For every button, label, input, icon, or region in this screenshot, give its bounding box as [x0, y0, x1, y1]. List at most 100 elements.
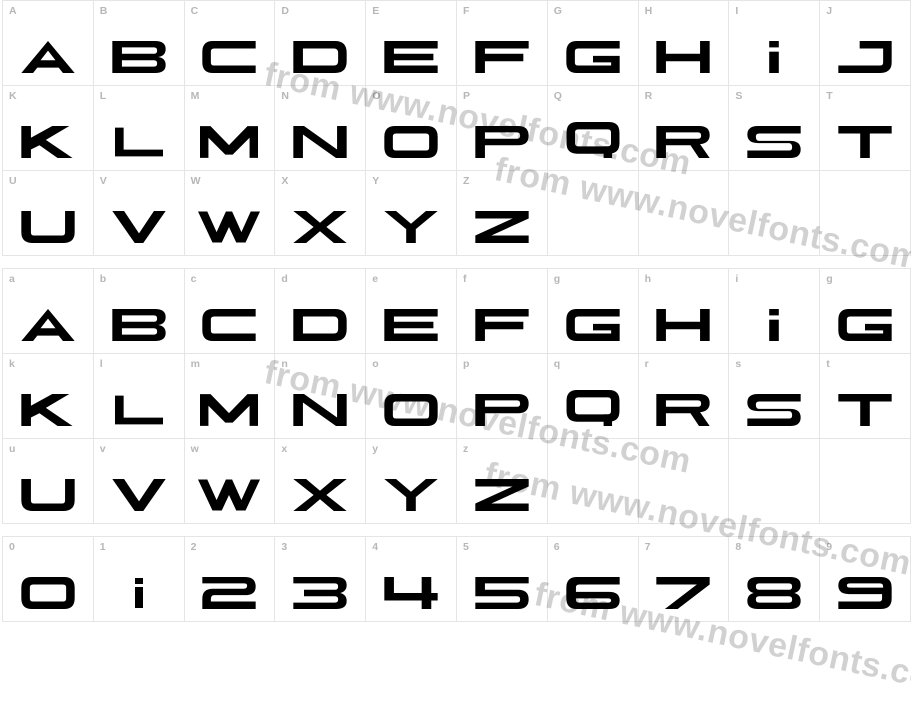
glyph-J	[820, 1, 910, 85]
glyph-3	[275, 537, 365, 621]
glyph-cell: G	[548, 1, 639, 86]
glyph-cell: s	[729, 354, 820, 439]
glyph-cell: J	[820, 1, 911, 86]
glyph-cell: 6	[548, 537, 639, 622]
glyph-cell: R	[639, 86, 730, 171]
glyph-F	[457, 269, 547, 353]
glyph-R	[639, 86, 729, 170]
glyph-Q	[548, 354, 638, 438]
glyph-cell: X	[275, 171, 366, 256]
glyph-cell: t	[820, 354, 911, 439]
glyph-L	[94, 86, 184, 170]
glyph-T	[820, 86, 910, 170]
glyph-G	[548, 269, 638, 353]
glyph-cell: B	[94, 1, 185, 86]
glyph-P	[457, 354, 547, 438]
glyph-Z	[457, 171, 547, 255]
glyph-cell: 0	[3, 537, 94, 622]
glyph-K	[3, 86, 93, 170]
glyph-cell: V	[94, 171, 185, 256]
glyph-cell: I	[729, 1, 820, 86]
glyph-5	[457, 537, 547, 621]
glyph-cell: a	[3, 269, 94, 354]
glyph-cell: 3	[275, 537, 366, 622]
glyph-cell: 9	[820, 537, 911, 622]
glyph-M	[185, 354, 275, 438]
glyph-D	[275, 1, 365, 85]
glyph-cell: M	[185, 86, 276, 171]
glyph-cell: D	[275, 1, 366, 86]
glyph-cell: Y	[366, 171, 457, 256]
glyph-cell: W	[185, 171, 276, 256]
glyph-cell: d	[275, 269, 366, 354]
glyph-H	[639, 269, 729, 353]
glyph-cell: O	[366, 86, 457, 171]
glyph-W	[185, 171, 275, 255]
glyph-I	[729, 269, 819, 353]
glyph-cell: S	[729, 86, 820, 171]
glyph-cell: k	[3, 354, 94, 439]
glyph-cell: w	[185, 439, 276, 524]
glyph-Y	[366, 171, 456, 255]
glyph-cell: 8	[729, 537, 820, 622]
glyph-cell: l	[94, 354, 185, 439]
glyph-cell: q	[548, 354, 639, 439]
glyph-cell: n	[275, 354, 366, 439]
glyph-2	[185, 537, 275, 621]
glyph-0	[3, 537, 93, 621]
glyph-B	[94, 269, 184, 353]
glyph-6	[548, 537, 638, 621]
glyph-T	[820, 354, 910, 438]
glyph-X	[275, 439, 365, 523]
glyph-cell: z	[457, 439, 548, 524]
glyph-A	[3, 269, 93, 353]
glyph-cell	[820, 439, 911, 524]
glyph-Z	[457, 439, 547, 523]
block-gap	[0, 524, 911, 536]
glyph-cell: T	[820, 86, 911, 171]
glyph-cell: Q	[548, 86, 639, 171]
block-gap	[0, 256, 911, 268]
glyph-S	[729, 86, 819, 170]
glyph-P	[457, 86, 547, 170]
glyph-W	[185, 439, 275, 523]
glyph-cell	[729, 439, 820, 524]
glyph-cell: p	[457, 354, 548, 439]
glyph-cell: F	[457, 1, 548, 86]
glyph-U	[3, 439, 93, 523]
glyph-cell: x	[275, 439, 366, 524]
glyph-cell: r	[639, 354, 730, 439]
glyph-R	[639, 354, 729, 438]
glyph-cell: g	[548, 269, 639, 354]
glyph-G	[548, 1, 638, 85]
glyph-cell: h	[639, 269, 730, 354]
glyph-cell: 4	[366, 537, 457, 622]
glyph-cell: C	[185, 1, 276, 86]
glyph-U	[3, 171, 93, 255]
glyph-cell	[639, 171, 730, 256]
glyph-1	[94, 537, 184, 621]
glyph-E	[366, 1, 456, 85]
glyph-D	[275, 269, 365, 353]
glyph-S	[729, 354, 819, 438]
glyph-grid-uppercase: ABCDEFGHIJKLMNOPQRSTUVWXYZ	[2, 0, 911, 256]
glyph-8	[729, 537, 819, 621]
glyph-cell: 7	[639, 537, 730, 622]
glyph-Y	[366, 439, 456, 523]
glyph-L	[94, 354, 184, 438]
glyph-cell: o	[366, 354, 457, 439]
glyph-7	[639, 537, 729, 621]
glyph-cell: 1	[94, 537, 185, 622]
glyph-cell: e	[366, 269, 457, 354]
glyph-cell: L	[94, 86, 185, 171]
glyph-cell: i	[729, 269, 820, 354]
glyph-X	[275, 171, 365, 255]
glyph-cell: N	[275, 86, 366, 171]
glyph-cell	[639, 439, 730, 524]
glyph-E	[366, 269, 456, 353]
glyph-V	[94, 171, 184, 255]
glyph-cell: 2	[185, 537, 276, 622]
glyph-Q	[548, 86, 638, 170]
glyph-cell: m	[185, 354, 276, 439]
glyph-cell	[820, 171, 911, 256]
